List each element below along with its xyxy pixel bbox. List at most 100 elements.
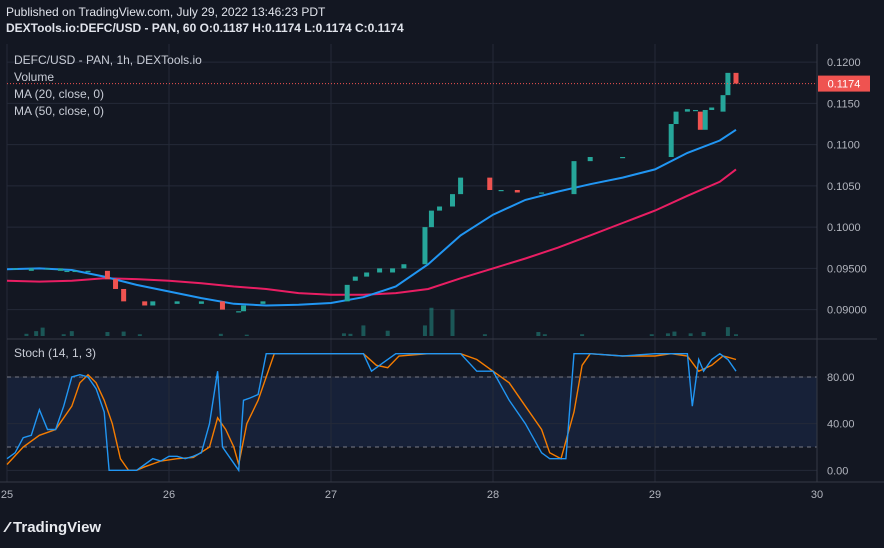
volume-bar bbox=[580, 334, 585, 336]
candle bbox=[437, 206, 443, 211]
candle bbox=[620, 157, 626, 159]
candle bbox=[241, 305, 247, 312]
ma50-legend: MA (50, close, 0) bbox=[14, 104, 105, 118]
price-tick-label: 0.1000 bbox=[827, 222, 861, 234]
candle bbox=[121, 288, 127, 302]
price-tick-label: 0.1200 bbox=[827, 57, 861, 69]
candle bbox=[709, 107, 715, 110]
last-price-label: 0.1174 bbox=[828, 79, 861, 91]
volume-bar bbox=[105, 332, 110, 336]
time-tick-label: 30 bbox=[811, 489, 823, 501]
volume-bar bbox=[688, 333, 693, 336]
time-tick-label: 29 bbox=[649, 489, 661, 501]
volume-bar bbox=[482, 334, 487, 336]
candle bbox=[352, 276, 358, 281]
published-caption: Published on TradingView.com, July 29, 2… bbox=[6, 5, 326, 19]
price-tick-label: 0.1150 bbox=[827, 98, 860, 110]
candle bbox=[236, 311, 242, 313]
volume-bar bbox=[121, 331, 126, 336]
stoch-tick-label: 0.00 bbox=[827, 465, 848, 477]
candle bbox=[377, 268, 383, 273]
time-tick-label: 27 bbox=[325, 489, 337, 501]
candle bbox=[514, 190, 520, 193]
volume-bar bbox=[40, 327, 45, 336]
time-tick-label: 28 bbox=[487, 489, 499, 501]
candle bbox=[684, 109, 690, 112]
ma50-line bbox=[6, 168, 737, 296]
candle bbox=[260, 301, 266, 304]
volume-bar bbox=[341, 333, 346, 336]
price-tick-label: 0.09500 bbox=[827, 263, 867, 275]
candle bbox=[571, 161, 577, 195]
candle bbox=[344, 284, 350, 302]
candle bbox=[458, 177, 464, 195]
volume-legend: Volume bbox=[14, 70, 55, 84]
candle bbox=[720, 95, 726, 112]
candle bbox=[150, 301, 156, 306]
candle bbox=[113, 279, 119, 289]
candle bbox=[401, 264, 407, 269]
stoch-k-line bbox=[6, 352, 737, 473]
candle bbox=[450, 194, 455, 207]
volume-bar bbox=[385, 330, 390, 336]
candle bbox=[587, 157, 593, 162]
stoch-band bbox=[7, 377, 817, 447]
volume-bar bbox=[672, 331, 677, 336]
candle bbox=[539, 192, 545, 194]
volume-bar bbox=[734, 334, 738, 336]
candle bbox=[668, 124, 674, 158]
main-pane-title: DEFC/USD - PAN, 1h, DEXTools.io bbox=[14, 53, 202, 67]
volume-bar bbox=[701, 332, 706, 336]
candle bbox=[45, 268, 50, 270]
tradingview-logo[interactable]: ⁄⁄ TradingView bbox=[6, 519, 101, 536]
volume-bar bbox=[218, 333, 223, 336]
volume-bar bbox=[34, 331, 39, 336]
price-tick-label: 0.1050 bbox=[827, 181, 861, 193]
candle bbox=[673, 111, 679, 125]
candle bbox=[693, 109, 698, 112]
candle bbox=[57, 268, 63, 271]
candle bbox=[364, 272, 370, 277]
candle bbox=[422, 227, 428, 265]
volume-bar bbox=[422, 325, 427, 336]
volume-bar bbox=[69, 331, 74, 336]
candle bbox=[219, 301, 225, 310]
candle bbox=[487, 177, 493, 190]
candle bbox=[198, 301, 204, 304]
volume-bar bbox=[429, 307, 434, 336]
symbol-ohlc-line: DEXTools.io:DEFC/USD - PAN, 60 O:0.1187 … bbox=[6, 21, 404, 35]
volume-bar bbox=[542, 334, 547, 336]
ma20-legend: MA (20, close, 0) bbox=[14, 87, 105, 101]
candle bbox=[498, 190, 504, 192]
price-tick-label: 0.09000 bbox=[827, 305, 867, 317]
candle bbox=[428, 210, 434, 228]
volume-bar bbox=[24, 333, 29, 336]
candle bbox=[64, 270, 70, 273]
candle bbox=[85, 270, 91, 273]
candle bbox=[702, 109, 708, 130]
candle bbox=[390, 268, 396, 273]
time-tick-label: 25 bbox=[1, 489, 13, 501]
candle bbox=[104, 270, 110, 280]
volume-bar bbox=[536, 332, 541, 336]
volume-bar bbox=[61, 334, 66, 336]
volume-bar bbox=[725, 327, 730, 336]
candle bbox=[697, 111, 703, 130]
candle bbox=[28, 268, 34, 271]
stoch-tick-label: 80.00 bbox=[827, 372, 855, 384]
tradingview-logo-text: TradingView bbox=[13, 519, 102, 536]
time-tick-label: 26 bbox=[163, 489, 175, 501]
tradingview-logo-icon: ⁄⁄ bbox=[6, 519, 9, 536]
ma20-line bbox=[6, 128, 737, 307]
volume-bar bbox=[348, 333, 353, 336]
volume-bar bbox=[137, 334, 142, 336]
candle bbox=[142, 301, 148, 306]
price-tick-label: 0.1100 bbox=[827, 140, 860, 152]
volume-bar bbox=[649, 334, 654, 336]
volume-bar bbox=[361, 325, 366, 336]
volume-bar bbox=[450, 309, 455, 336]
volume-bar bbox=[244, 334, 249, 336]
volume-bar bbox=[665, 333, 670, 336]
last-price-badge bbox=[818, 75, 870, 92]
